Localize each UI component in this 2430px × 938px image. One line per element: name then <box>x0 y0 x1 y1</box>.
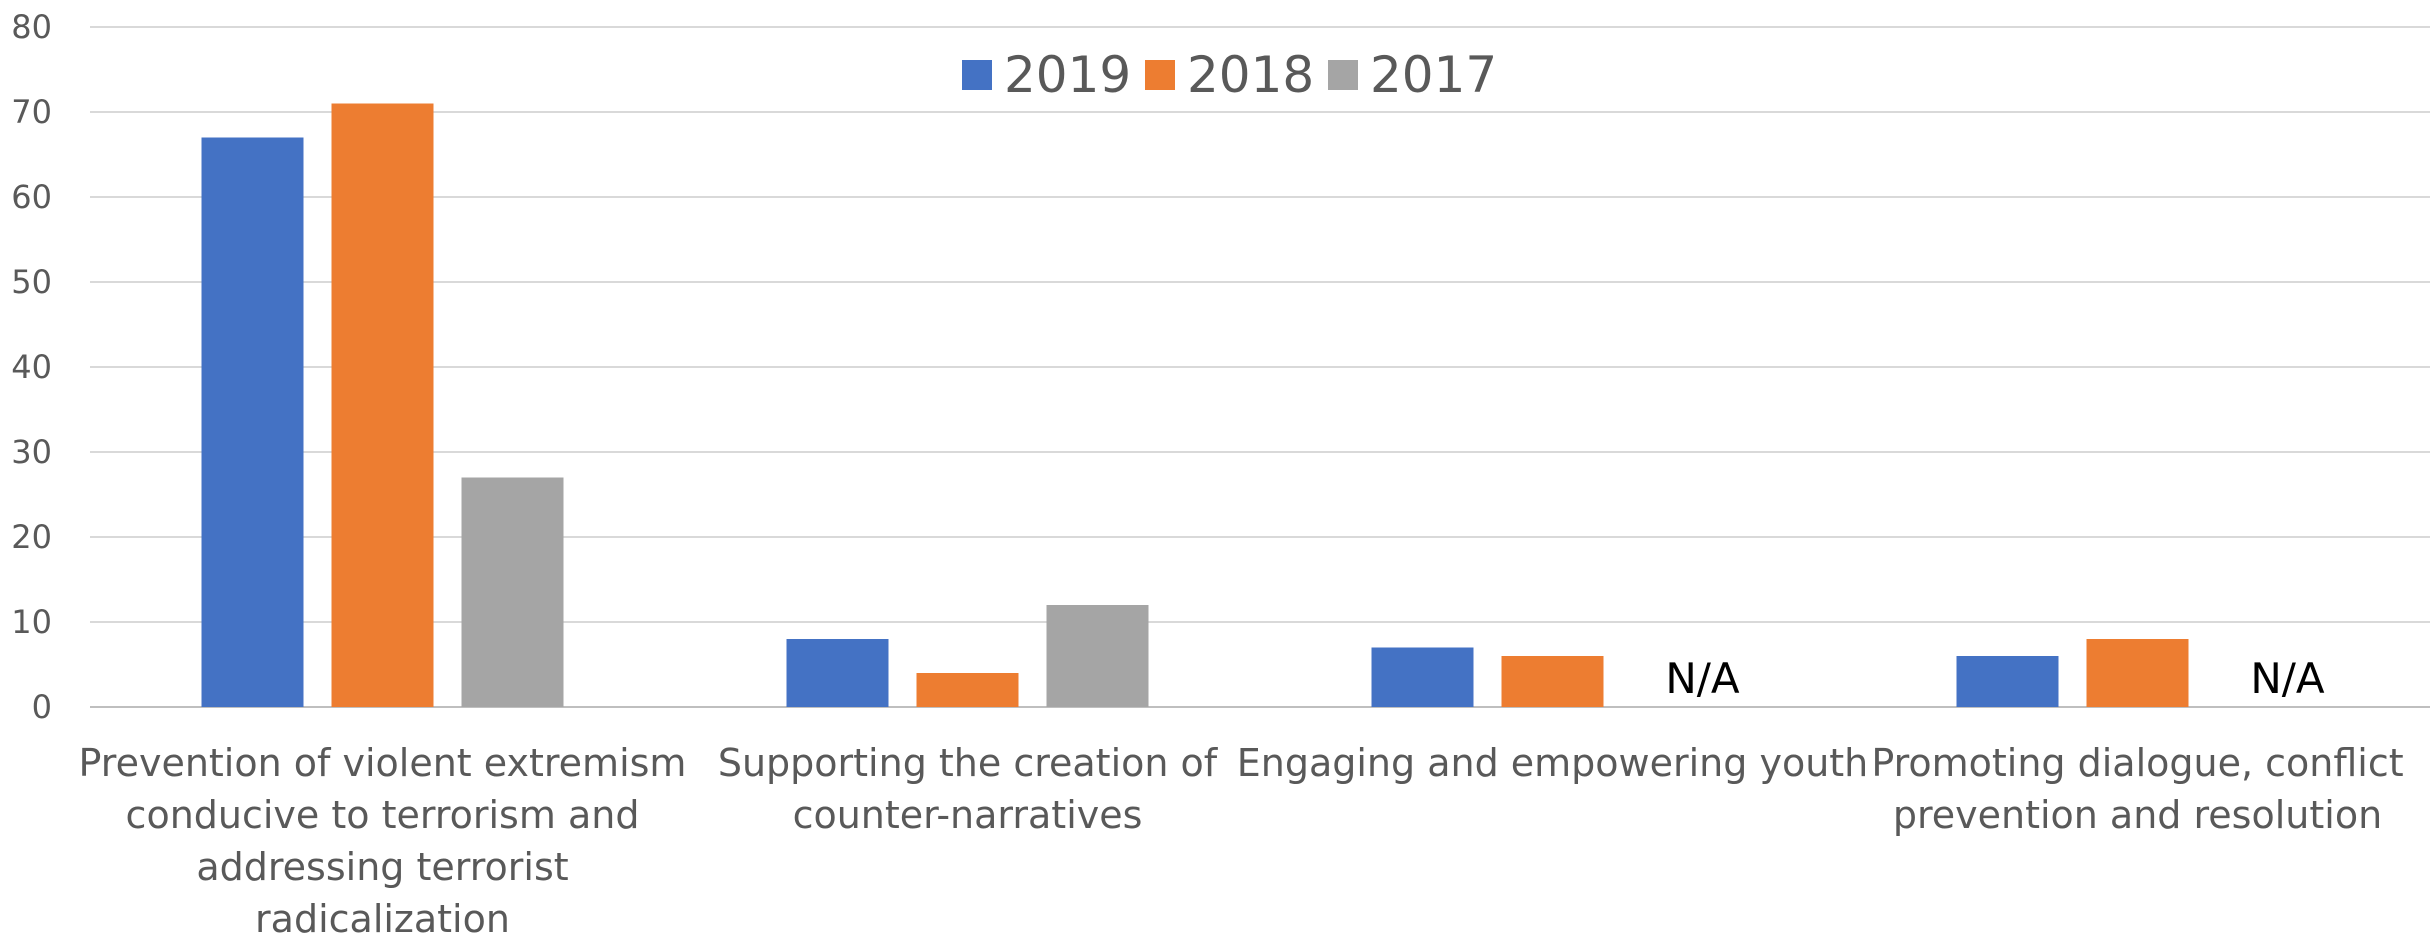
na-label: N/A <box>1665 654 1740 703</box>
bar-2018 <box>916 673 1019 707</box>
legend-label: 2019 <box>1004 46 1131 104</box>
missing-value-labels: N/A N/A <box>1665 654 2325 703</box>
category-label: prevention and resolution <box>1893 793 2382 837</box>
bar-2019 <box>1371 647 1474 707</box>
bar-2019 <box>786 639 889 707</box>
category-label: Prevention of violent extremism <box>79 741 687 785</box>
bar-2018 <box>331 103 434 707</box>
legend-swatch-2017 <box>1328 60 1358 90</box>
y-tick-label: 70 <box>11 93 52 131</box>
gridlines <box>90 26 2430 708</box>
y-tick-label: 80 <box>11 8 52 46</box>
category-label: conducive to terrorism and <box>126 793 640 837</box>
category-label: Engaging and empowering youth <box>1237 741 1869 785</box>
bar-2018 <box>1501 656 1604 707</box>
bar-2019 <box>1956 656 2059 707</box>
category-label: radicalization <box>255 897 510 938</box>
bar-2017 <box>1046 605 1149 707</box>
y-tick-label: 20 <box>11 518 52 556</box>
y-tick-label: 0 <box>32 688 52 726</box>
y-axis-tick-labels: 0 10 20 30 40 50 60 70 80 <box>11 8 52 726</box>
legend-swatch-2019 <box>962 60 992 90</box>
category-label: addressing terrorist <box>196 845 568 889</box>
y-tick-label: 60 <box>11 178 52 216</box>
y-tick-label: 40 <box>11 348 52 386</box>
bar-2019 <box>201 137 304 707</box>
legend-swatch-2018 <box>1145 60 1175 90</box>
category-labels: Prevention of violent extremism conducive… <box>79 741 2404 938</box>
legend-label: 2018 <box>1187 46 1314 104</box>
y-tick-label: 50 <box>11 263 52 301</box>
category-label: counter-narratives <box>793 793 1143 837</box>
bar-2017 <box>461 477 564 707</box>
bar-2018 <box>2086 639 2189 707</box>
category-label: Promoting dialogue, conflict <box>1871 741 2403 785</box>
y-tick-label: 10 <box>11 603 52 641</box>
na-label: N/A <box>2250 654 2325 703</box>
legend-label: 2017 <box>1370 46 1497 104</box>
bars <box>201 103 2189 707</box>
y-tick-label: 30 <box>11 433 52 471</box>
category-label: Supporting the creation of <box>718 741 1219 785</box>
legend: 2019 2018 2017 <box>962 46 1497 104</box>
